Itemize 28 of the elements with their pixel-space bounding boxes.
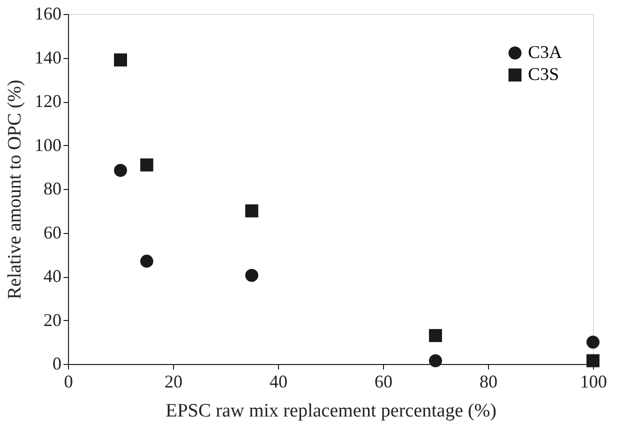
- y-tick-label: 20: [44, 310, 62, 330]
- y-tick-label: 80: [44, 178, 62, 198]
- y-tick-label: 40: [44, 266, 62, 286]
- point: [245, 204, 258, 218]
- y-tick-label: 160: [34, 4, 62, 24]
- point: [586, 336, 600, 349]
- x-tick-label: 100: [580, 372, 607, 392]
- point: [114, 164, 128, 177]
- point: [140, 254, 154, 268]
- x-tick-label: 40: [270, 372, 288, 392]
- y-tick-label: 100: [34, 134, 62, 155]
- point: [586, 354, 600, 368]
- y-tick-label: 140: [34, 47, 62, 68]
- x-tick-label: 60: [374, 372, 392, 392]
- x-tick-label: 80: [480, 372, 498, 392]
- y-axis-title: Relative amount to OPC (%): [4, 80, 26, 300]
- y-tick-label: 120: [34, 91, 62, 111]
- point: [428, 354, 442, 368]
- x-axis-title: EPSC raw mix replacement percentage (%): [166, 400, 496, 422]
- legend-label: C3S: [528, 64, 560, 84]
- x-tick-label: 20: [164, 372, 182, 392]
- y-tick-label: 60: [44, 222, 62, 242]
- point: [245, 268, 258, 282]
- y-tick-label: 0: [52, 354, 62, 374]
- point: [114, 53, 128, 66]
- legend-label: C3A: [528, 42, 562, 62]
- point: [428, 329, 442, 342]
- point: [140, 158, 154, 172]
